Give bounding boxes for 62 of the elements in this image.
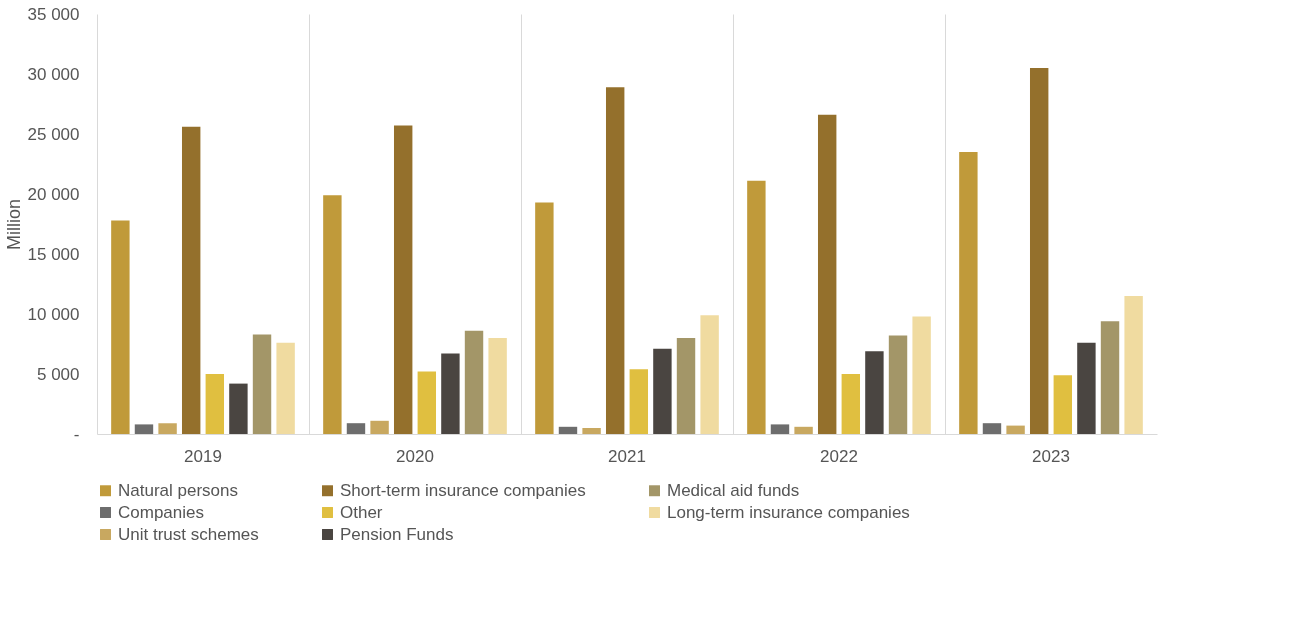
bar <box>1053 375 1073 434</box>
bar <box>888 335 908 434</box>
x-tick-label: 2020 <box>396 446 434 466</box>
bar <box>111 220 130 434</box>
bar <box>464 330 484 434</box>
x-tick-label: 2022 <box>820 446 858 466</box>
bar <box>393 125 413 434</box>
legend-label: Natural persons <box>118 480 239 500</box>
bar <box>982 423 1002 434</box>
y-tick-label: 5 000 <box>36 364 80 384</box>
x-tick-label: 2021 <box>608 446 646 466</box>
legend-label: Unit trust schemes <box>118 524 259 544</box>
bar <box>605 87 625 434</box>
legend-label: Companies <box>118 502 204 522</box>
bar <box>488 338 507 434</box>
bar <box>841 374 861 434</box>
legend-label: Pension Funds <box>340 524 454 544</box>
bar <box>158 423 177 434</box>
bar <box>582 428 601 434</box>
bar <box>959 152 978 434</box>
y-tick-label: 15 000 <box>27 244 80 264</box>
bar <box>1006 425 1025 434</box>
bar <box>323 195 342 434</box>
legend-label: Long-term insurance companies <box>667 502 910 522</box>
bar <box>229 383 248 434</box>
bar <box>747 180 766 434</box>
bar <box>370 420 389 434</box>
bar <box>1029 68 1049 434</box>
legend-label: Other <box>340 502 383 522</box>
x-tick-label: 2019 <box>184 446 222 466</box>
bar <box>346 423 366 434</box>
y-tick-label: 30 000 <box>27 64 80 84</box>
bar <box>700 315 719 434</box>
bar <box>865 351 884 434</box>
bar <box>770 424 790 434</box>
bar <box>205 374 225 434</box>
y-tick-label: 10 000 <box>27 304 80 324</box>
bar <box>1124 296 1143 434</box>
bar <box>1077 342 1096 434</box>
bar <box>794 426 813 434</box>
y-tick-label: - <box>73 424 80 444</box>
bar <box>134 424 154 434</box>
bar <box>252 334 272 434</box>
y-axis-title: Million <box>3 198 24 251</box>
bar <box>441 353 460 434</box>
legend-label: Short-term insurance companies <box>340 480 586 500</box>
bar <box>817 114 837 434</box>
legend-label: Medical aid funds <box>667 480 800 500</box>
bar <box>653 348 672 434</box>
bar <box>558 426 578 434</box>
bar <box>417 371 437 434</box>
y-tick-label: 35 000 <box>27 4 80 24</box>
y-tick-label: 25 000 <box>27 124 80 144</box>
bar <box>276 342 295 434</box>
bar <box>912 316 931 434</box>
y-tick-label: 20 000 <box>27 184 80 204</box>
x-tick-label: 2023 <box>1032 446 1070 466</box>
bar <box>1100 321 1120 434</box>
bar <box>676 338 696 434</box>
bar <box>181 126 201 434</box>
bar <box>535 202 554 434</box>
bar <box>629 369 649 434</box>
